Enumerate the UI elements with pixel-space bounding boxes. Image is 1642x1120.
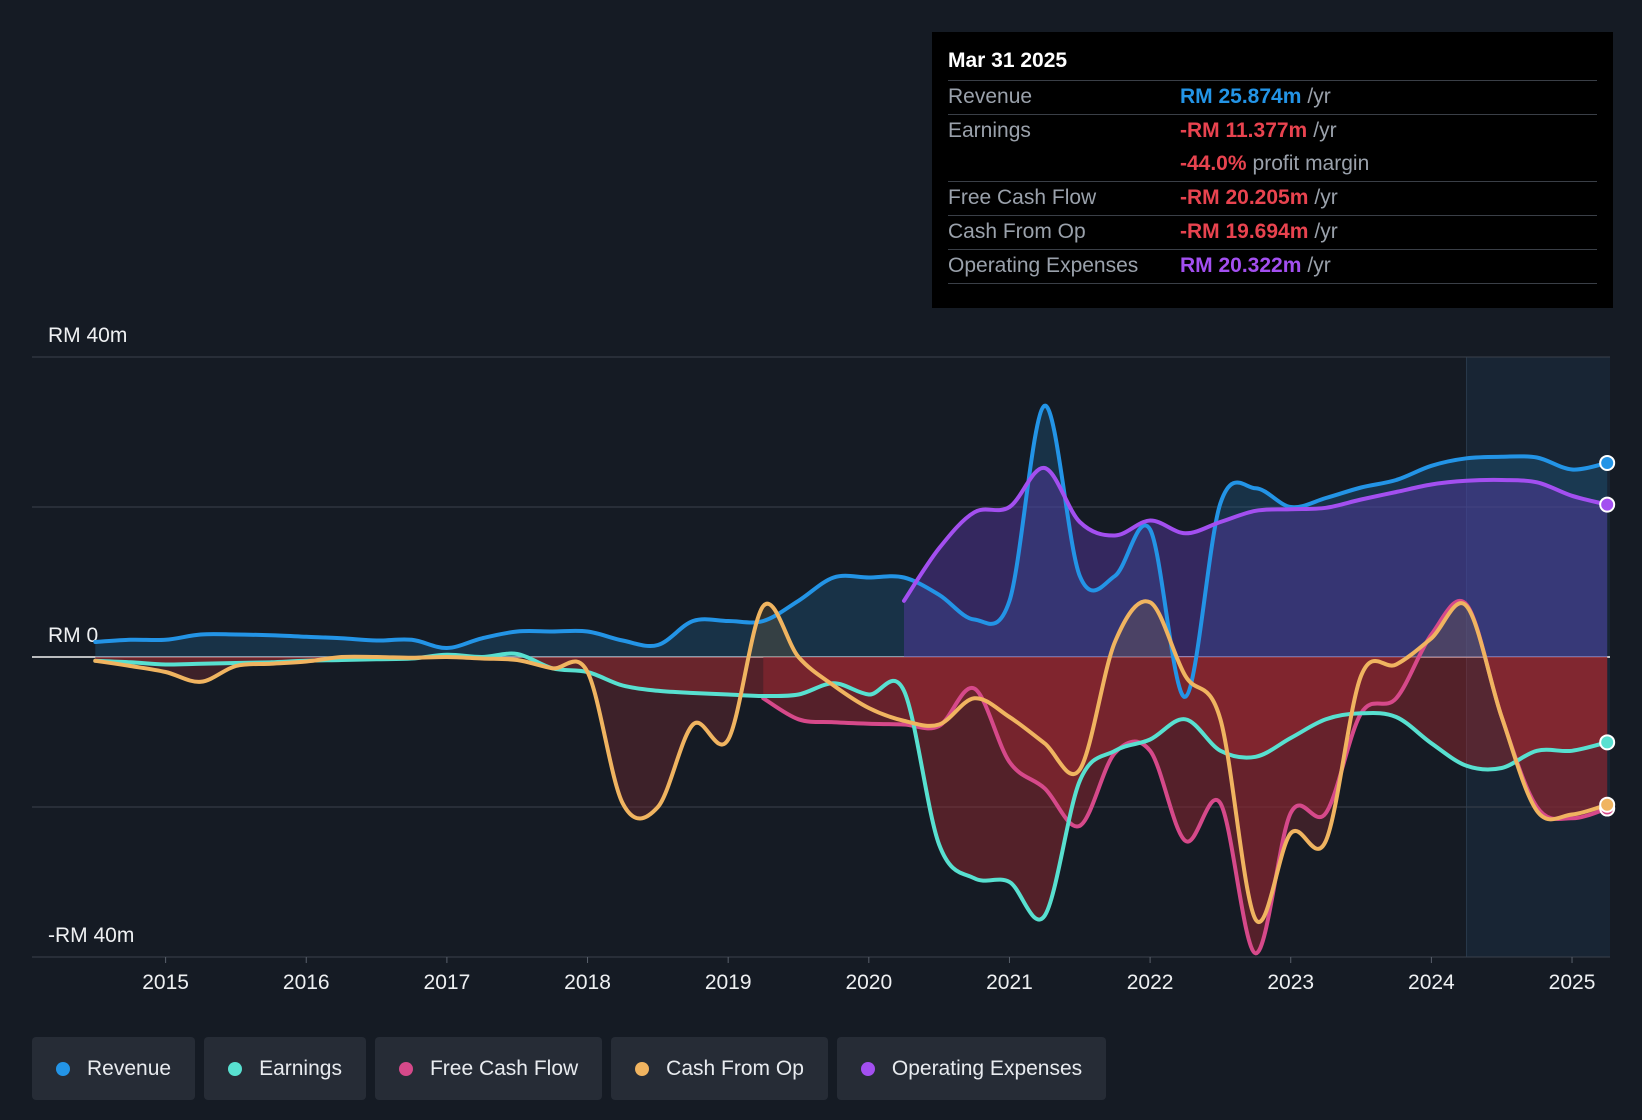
x-tick-label: 2022 [1127,971,1174,994]
tooltip-unit: /yr [1314,220,1338,243]
cash-from-op-end-marker [1599,796,1616,813]
tooltip-unit: profit margin [1252,152,1370,175]
legend-item-revenue[interactable]: Revenue [32,1037,196,1100]
x-tick-label: 2021 [986,971,1033,994]
tooltip-row-cash-from-op: Cash From Op -RM 19.694m /yr [948,216,1597,250]
x-tick-label: 2020 [845,971,892,994]
area-fills [95,405,1608,954]
legend-label: Earnings [259,1056,342,1080]
x-tick-label: 2024 [1408,971,1455,994]
x-tick-label: 2019 [705,971,752,994]
y-tick-label: RM 0 [48,624,98,647]
cash-from-op-line [93,599,1610,925]
tooltip-unit: /yr [1307,85,1331,108]
operating-expenses-line [902,466,1610,603]
tooltip-value: RM 25.874m [1180,85,1302,108]
earnings-negative-area [95,657,1608,920]
tooltip-row-profit-margin: -44.0% profit margin [948,148,1597,182]
tooltip-unit: /yr [1313,119,1337,142]
x-tick-label: 2025 [1549,971,1596,994]
tooltip-value: -RM 20.205m [1180,186,1309,209]
tooltip-value: -44.0% [1180,152,1247,175]
legend-dot-icon [228,1061,243,1076]
free-cash-flow-negative-area [763,657,1608,954]
earnings-end-marker [1599,734,1616,751]
tooltip-unit: /yr [1314,186,1338,209]
tooltip-date: Mar 31 2025 [948,46,1597,81]
tooltip-value: -RM 11.377m [1180,119,1308,142]
legend-item-earnings[interactable]: Earnings [204,1037,366,1100]
y-tick-label: -RM 40m [48,924,134,947]
legend-label: Free Cash Flow [429,1056,579,1080]
legend-dot-icon [56,1061,70,1076]
data-tooltip: Mar 31 2025 Revenue RM 25.874m /yr Earni… [932,32,1613,308]
operating-expenses-area [904,467,1608,657]
y-tick-label: RM 40m [48,324,127,347]
x-tick-label: 2023 [1267,971,1314,994]
negative-area-fills [95,657,1608,954]
tooltip-label [948,148,1180,181]
tooltip-label: Cash From Op [948,220,1086,243]
chart-legend: Revenue Earnings Free Cash Flow Cash Fro… [32,1037,1107,1100]
legend-label: Operating Expenses [891,1056,1083,1080]
tooltip-label: Earnings [948,119,1031,142]
tooltip-row-revenue: Revenue RM 25.874m /yr [948,81,1597,115]
tooltip-value: RM 20.322m [1180,254,1302,277]
tooltip-row-earnings: Earnings -RM 11.377m /yr [948,115,1597,148]
tooltip-label: Free Cash Flow [948,186,1097,209]
legend-dot-icon [860,1061,875,1076]
x-tick-label: 2018 [564,971,611,994]
operating-expenses-end-marker [1599,496,1616,513]
tooltip-label: Revenue [948,85,1033,108]
legend-dot-icon [398,1061,413,1076]
legend-label: Cash From Op [666,1056,804,1080]
legend-label: Revenue [87,1056,172,1080]
revenue-line [93,403,1610,699]
tooltip-label: Operating Expenses [948,254,1139,277]
legend-item-cash-from-op[interactable]: Cash From Op [611,1037,828,1100]
x-tick-label: 2016 [283,971,330,994]
tooltip-unit: /yr [1307,254,1331,277]
x-tick-label: 2015 [142,971,189,994]
revenue-area [95,405,1608,657]
revenue-end-marker [1599,454,1616,471]
legend-item-free-cash-flow[interactable]: Free Cash Flow [374,1037,603,1100]
tooltip-row-operating-expenses: Operating Expenses RM 20.322m /yr [948,250,1597,284]
tooltip-row-free-cash-flow: Free Cash Flow -RM 20.205m /yr [948,182,1597,216]
tooltip-value: -RM 19.694m [1180,220,1309,243]
legend-item-operating-expenses[interactable]: Operating Expenses [836,1037,1107,1100]
x-tick-label: 2017 [424,971,471,994]
legend-dot-icon [635,1061,650,1076]
